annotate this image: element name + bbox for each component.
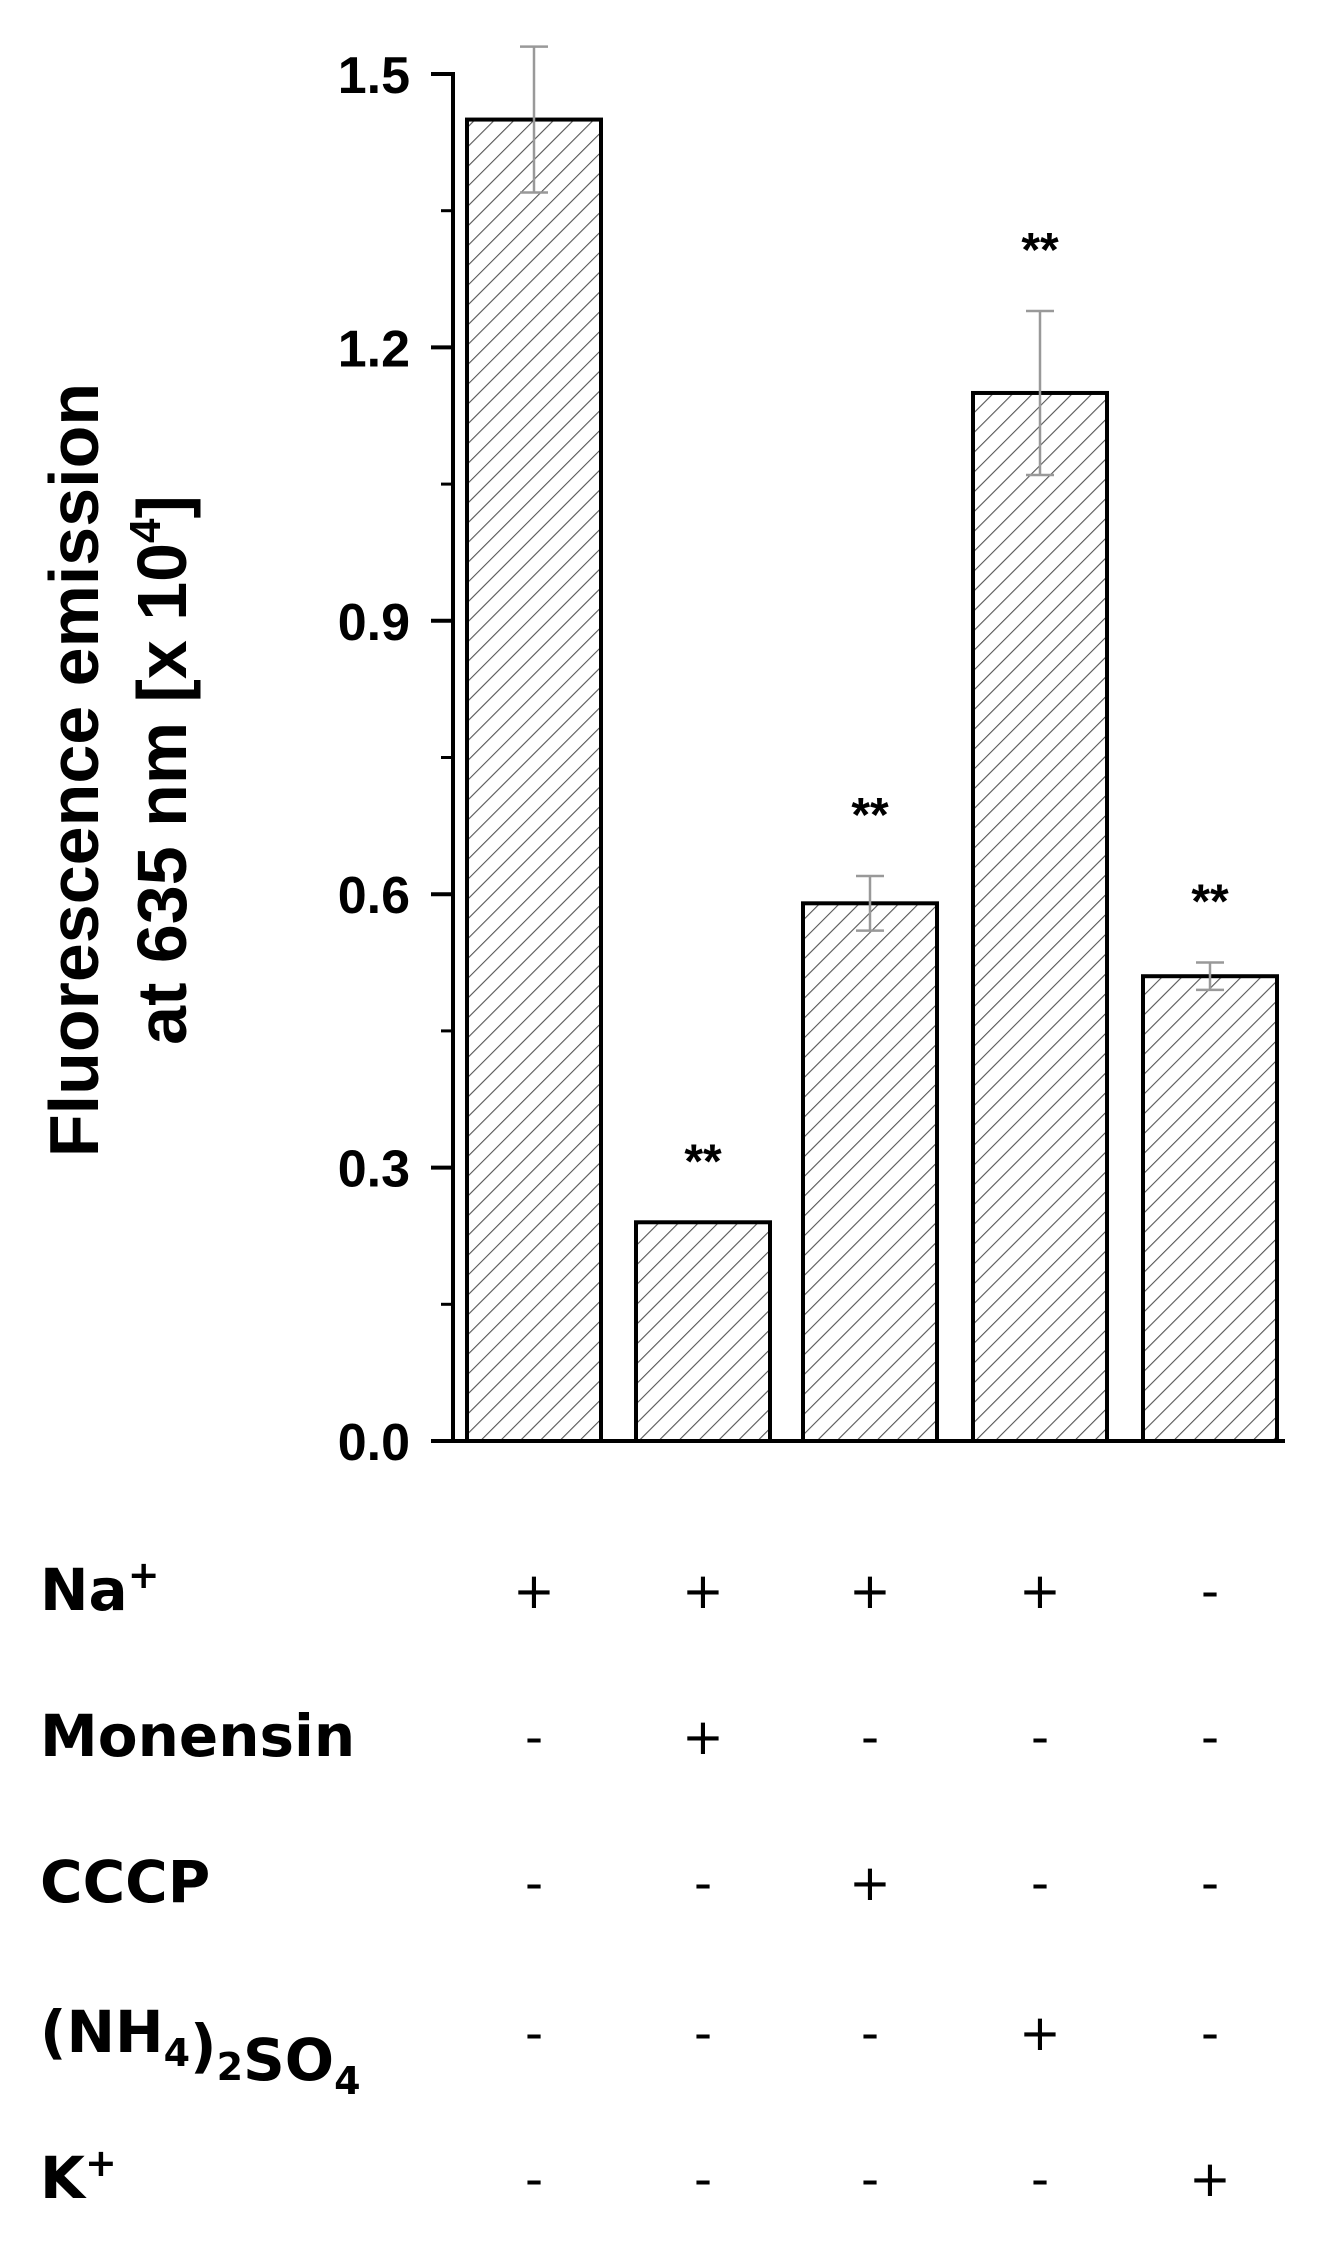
error-bar [1196, 961, 1224, 992]
condition-minus-mark: - [525, 1708, 543, 1766]
condition-plus-mark: + [1019, 2004, 1061, 2062]
error-bar [1026, 309, 1054, 477]
significance-label: ** [684, 1135, 722, 1188]
condition-minus-mark: - [861, 1708, 879, 1766]
condition-plus-mark: + [849, 1562, 891, 1620]
bar [465, 117, 603, 1444]
error-bar [856, 874, 884, 932]
significance-label: ** [1191, 876, 1229, 929]
condition-minus-mark: - [1201, 2004, 1219, 2062]
condition-minus-mark: - [861, 2150, 879, 2208]
y-axis-title-line2: at 635 nm [x 104] [121, 495, 201, 1045]
condition-minus-mark: - [861, 2004, 879, 2062]
y-tick-label: 1.2 [338, 320, 410, 378]
condition-minus-mark: - [694, 2150, 712, 2208]
bars: ** ** ** ** [465, 45, 1279, 1444]
condition-minus-mark: - [1201, 1708, 1219, 1766]
condition-minus-mark: - [1031, 1854, 1049, 1912]
y-axis-ticks: 0.0 0.3 0.6 0.9 1.2 1.5 [338, 47, 453, 1472]
condition-minus-mark: - [1201, 1562, 1219, 1620]
condition-row-label: (NH4)2SO4 [40, 1998, 361, 2103]
condition-plus-mark: + [849, 1854, 891, 1912]
significance-label: ** [1021, 224, 1059, 277]
condition-minus-mark: - [1201, 1854, 1219, 1912]
axes [451, 72, 1285, 1443]
condition-minus-mark: - [525, 2004, 543, 2062]
y-tick-label: 0.3 [338, 1141, 410, 1199]
y-axis-title-line1: Fluorescence emission [35, 383, 113, 1157]
condition-plus-mark: + [682, 1562, 724, 1620]
condition-minus-mark: - [1031, 2150, 1049, 2208]
bar [971, 390, 1109, 1443]
condition-minus-mark: - [525, 1854, 543, 1912]
error-bar [520, 45, 548, 194]
bar [634, 1220, 772, 1444]
y-tick-label: 0.9 [338, 594, 410, 652]
condition-minus-mark: - [1031, 1708, 1049, 1766]
condition-minus-mark: - [694, 2004, 712, 2062]
bar [1141, 974, 1279, 1443]
bar [801, 901, 939, 1443]
condition-minus-mark: - [525, 2150, 543, 2208]
significance-label: ** [851, 789, 889, 842]
y-tick-label: 0.0 [338, 1414, 410, 1472]
y-tick-label: 0.6 [338, 867, 410, 925]
condition-plus-mark: + [1189, 2150, 1231, 2208]
condition-table: Na+ + + + + - Monensin - + - - - CCCP - - + - - (NH4)2SO4 -… [40, 1553, 1231, 2212]
condition-row-label: Na+ [40, 1553, 160, 1624]
condition-row-label: K+ [40, 2141, 117, 2212]
condition-row-label: Monensin [40, 1702, 355, 1770]
condition-minus-mark: - [694, 1854, 712, 1912]
condition-plus-mark: + [682, 1708, 724, 1766]
condition-plus-mark: + [1019, 1562, 1061, 1620]
y-tick-label: 1.5 [338, 47, 410, 105]
condition-plus-mark: + [513, 1562, 555, 1620]
condition-row-label: CCCP [40, 1848, 210, 1916]
y-axis-title: Fluorescence emission at 635 nm [x 104] [35, 383, 201, 1157]
